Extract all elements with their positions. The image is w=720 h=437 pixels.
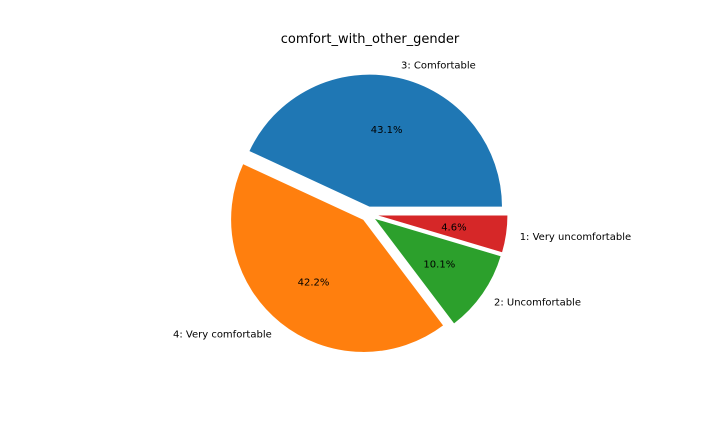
pie-slice-4 bbox=[374, 214, 509, 254]
slice-category-label: 4: Very comfortable bbox=[173, 329, 272, 340]
pie-slice-1 bbox=[248, 73, 504, 208]
chart-title: comfort_with_other_gender bbox=[280, 32, 460, 47]
slice-percent-label: 4.6% bbox=[441, 223, 466, 234]
slice-percent-label: 10.1% bbox=[423, 259, 455, 270]
slice-percent-label: 43.1% bbox=[371, 125, 403, 136]
pie-slice-3 bbox=[372, 217, 502, 325]
pie-slice-2 bbox=[230, 162, 445, 353]
slice-category-label: 1: Very uncomfortable bbox=[520, 232, 631, 243]
slice-percent-label: 42.2% bbox=[298, 278, 330, 289]
slice-category-label: 3: Comfortable bbox=[401, 60, 476, 71]
slice-category-label: 2: Uncomfortable bbox=[494, 297, 581, 308]
